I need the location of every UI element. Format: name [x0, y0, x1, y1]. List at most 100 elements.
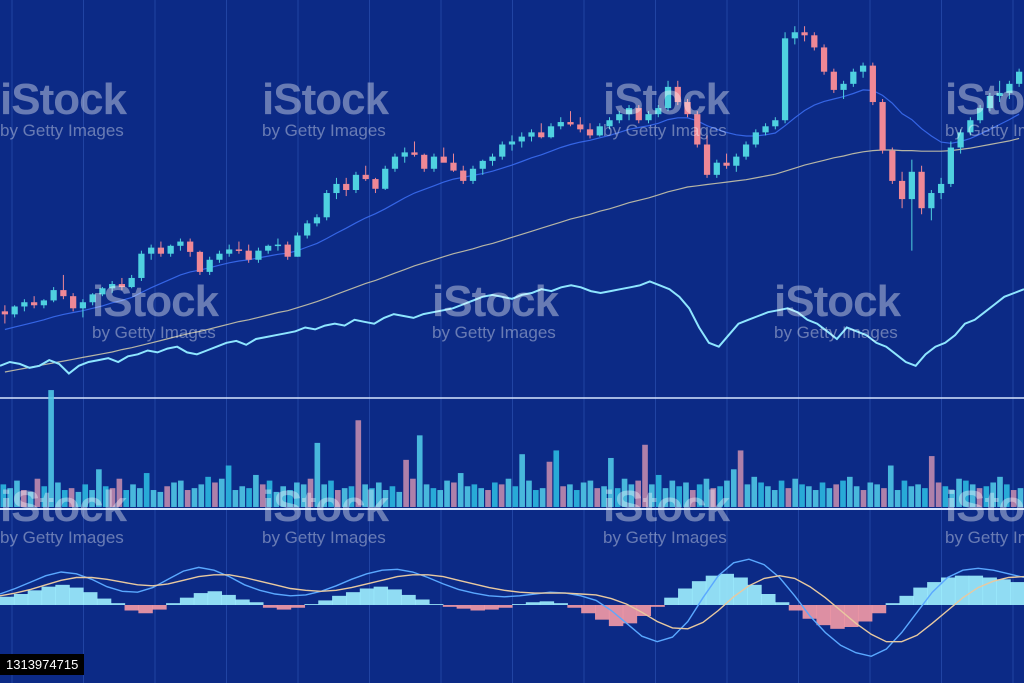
candle-body: [362, 174, 369, 180]
volume-bar: [812, 490, 819, 507]
candle-body: [781, 38, 789, 121]
candle-body: [557, 122, 564, 127]
candle-body: [684, 102, 691, 115]
volume-bar: [294, 482, 300, 507]
volume-bar: [328, 480, 334, 507]
volume-bar: [232, 490, 239, 507]
macd-histogram-bar: [982, 577, 997, 605]
macd-histogram-bar: [138, 605, 153, 614]
macd-histogram-bar: [359, 588, 375, 605]
macd-histogram-bar: [871, 605, 887, 614]
macd-histogram-bar: [332, 595, 347, 605]
volume-bar: [396, 491, 403, 507]
volume-bar: [437, 490, 444, 507]
volume-bar: [922, 488, 928, 507]
candle-body: [928, 193, 935, 209]
candle-body: [460, 170, 467, 181]
macd-histogram-bar: [954, 575, 970, 605]
candle-body: [869, 65, 876, 103]
volume-bar: [983, 486, 990, 507]
candle-body: [304, 223, 311, 236]
volume-bar: [683, 482, 689, 507]
candle-body: [382, 168, 389, 189]
volume-bar: [48, 390, 54, 507]
candle-body: [50, 290, 57, 301]
volume-bar: [253, 474, 259, 507]
volume-bar: [1017, 488, 1024, 507]
macd-histogram-bar: [691, 581, 707, 605]
volume-bar: [1004, 484, 1010, 507]
macd-histogram-bar: [249, 602, 264, 605]
volume-bar: [990, 482, 996, 507]
volume-bar: [881, 488, 887, 507]
volume-bar: [430, 488, 437, 507]
volume-bar: [451, 482, 457, 507]
candle-body: [713, 162, 720, 175]
macd-histogram-bar: [761, 594, 776, 605]
volume-bar: [485, 490, 491, 507]
candle-body: [538, 132, 545, 138]
volume-bar: [546, 461, 553, 507]
volume-bar: [109, 488, 116, 507]
volume-bar: [505, 478, 512, 507]
volume-bar: [403, 459, 409, 507]
volume-bar: [137, 488, 143, 507]
volume-bar: [847, 476, 853, 507]
candle-body: [635, 108, 642, 121]
candle-body: [226, 249, 233, 254]
candle-body: [157, 247, 165, 254]
volume-bar: [526, 480, 532, 507]
candle-body: [274, 244, 282, 247]
volume-bar: [82, 484, 89, 507]
macd-histogram-bar: [913, 587, 928, 605]
candle-body: [421, 154, 428, 169]
volume-bar: [157, 491, 164, 507]
macd-histogram-bar: [0, 596, 15, 605]
volume-bar: [519, 454, 525, 507]
volume-bar: [580, 482, 587, 507]
panel-dividers: [0, 397, 1024, 510]
macd-histogram-bar: [1010, 582, 1024, 605]
volume-bar: [724, 480, 730, 507]
candle-body: [937, 183, 945, 194]
macd-histogram-bar: [276, 605, 292, 610]
candle-body: [947, 147, 954, 184]
volume-bar: [498, 484, 505, 507]
candle-body: [70, 296, 77, 309]
candle-body: [235, 249, 243, 251]
volume-bar: [150, 490, 157, 507]
macd-histogram-bar: [110, 603, 126, 605]
volume-bar: [444, 480, 450, 507]
candle-body: [762, 126, 769, 133]
candle-body: [216, 253, 223, 260]
volume-bar: [560, 486, 566, 507]
volume-bar: [259, 484, 266, 507]
stock-image-id: 1313974715: [0, 654, 85, 675]
candle-body: [577, 124, 584, 130]
volume-bar: [300, 484, 307, 507]
macd-histogram-bar: [41, 586, 56, 605]
volume-bar: [997, 476, 1003, 507]
macd-histogram-bar: [401, 594, 416, 605]
volume-bar: [751, 476, 758, 507]
volume-bar: [198, 484, 205, 507]
relative-strength-path: [0, 280, 1024, 375]
candle-body: [967, 120, 974, 133]
macd-histogram-bar: [318, 600, 333, 605]
volume-bar: [362, 484, 368, 507]
candle-body: [1, 311, 8, 315]
candle-body: [508, 141, 516, 145]
candle-body: [664, 86, 672, 109]
volume-bar: [730, 469, 737, 507]
volume-bar: [266, 480, 273, 507]
volume-bar: [321, 484, 327, 507]
candle-body: [596, 126, 603, 136]
volume-bar: [61, 490, 68, 507]
candle-body: [372, 179, 379, 189]
volume-bar: [649, 484, 655, 507]
candle-body: [499, 144, 506, 157]
volume-bar: [314, 442, 321, 507]
volume-bar: [348, 486, 355, 507]
volume-bar: [963, 480, 969, 507]
volume-bar: [225, 465, 232, 507]
